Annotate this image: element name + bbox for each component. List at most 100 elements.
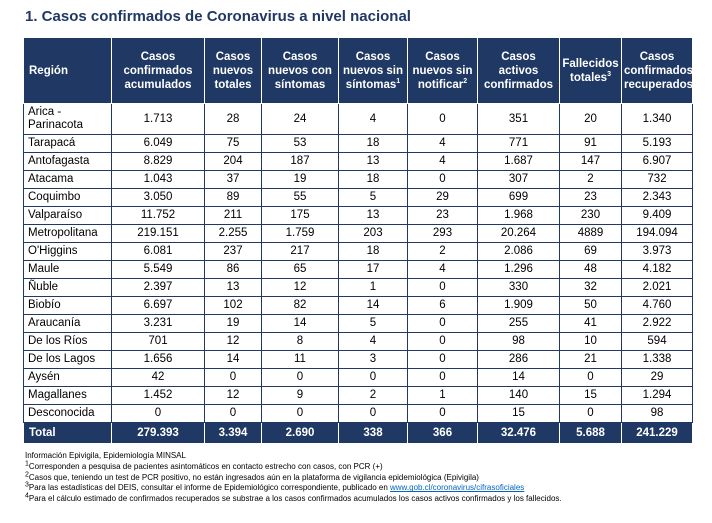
region-name: Arica - Parinacota <box>23 103 112 135</box>
header-label: Casos confirmados acumulados <box>123 50 193 91</box>
table-row: Desconocida 0 0 0 0 0 15 0 98 <box>23 404 693 423</box>
table-cell: 3.973 <box>621 242 693 261</box>
table-cell: 1.759 <box>261 224 339 243</box>
table-cell: 13 <box>338 152 408 171</box>
table-cell: 4 <box>407 260 478 279</box>
footnote-marker: 4 <box>25 492 29 500</box>
header-label: Casos nuevos sin síntomas <box>342 50 404 91</box>
table-cell: 2.255 <box>204 224 262 243</box>
table-cell: 0 <box>261 368 339 387</box>
table-cell: 0 <box>261 404 339 423</box>
footnote-marker: 2 <box>463 77 468 85</box>
table-row: De los Ríos 701 12 8 4 0 98 10 594 <box>23 332 693 351</box>
table-cell: 0 <box>111 404 205 423</box>
region-name: Coquimbo <box>23 188 112 207</box>
table-row: Metropolitana 219.151 2.255 1.759 203 293 20.2… <box>23 224 693 243</box>
table-cell: 0 <box>559 368 622 387</box>
header-region: Región <box>23 37 112 104</box>
table-cell: 140 <box>477 386 560 405</box>
region-name: Desconocida <box>23 404 112 423</box>
table-cell: 194.094 <box>621 224 693 243</box>
table-cell: 18 <box>338 242 408 261</box>
table-cell: 14 <box>477 368 560 387</box>
table-cell: 18 <box>338 170 408 189</box>
table-cell: 217 <box>261 242 339 261</box>
source-note: Información Epivigila, Epidemiología MIN… <box>25 451 186 460</box>
table-cell: 11 <box>261 350 339 369</box>
table-cell: 6 <box>407 296 478 315</box>
region-name: Metropolitana <box>23 224 112 243</box>
table-cell: 175 <box>261 206 339 225</box>
header-label: Casos nuevos sin notificar <box>412 50 473 91</box>
table-cell: 86 <box>204 260 262 279</box>
table-cell: 1.043 <box>111 170 205 189</box>
table-cell: 255 <box>477 314 560 333</box>
table-cell: 2.021 <box>621 278 693 297</box>
table-cell: 0 <box>407 332 478 351</box>
table-cell: 2 <box>559 170 622 189</box>
table-cell: 55 <box>261 188 339 207</box>
header-column: Casos nuevos sin síntomas1 <box>338 37 408 104</box>
cifras-oficiales-link[interactable]: www.gob.cl/coronavirus/cifrasoficiales <box>390 483 525 493</box>
table-cell: 5.549 <box>111 260 205 279</box>
header-label: Casos activos confirmados <box>483 50 553 91</box>
table-cell: 8.829 <box>111 152 205 171</box>
table-cell: 5 <box>338 314 408 333</box>
table-cell: 187 <box>261 152 339 171</box>
table-cell: 19 <box>261 170 339 189</box>
table-header-row: Región Casos confirmados acumulados Casos … <box>23 37 697 104</box>
table-cell: 237 <box>204 242 262 261</box>
table-cell: 0 <box>407 350 478 369</box>
table-cell: 2.086 <box>477 242 560 261</box>
table-cell: 14 <box>261 314 339 333</box>
table-cell: 1.909 <box>477 296 560 315</box>
table-cell: 330 <box>477 278 560 297</box>
table-cell: 4889 <box>559 224 622 243</box>
table-cell: 1.294 <box>621 386 693 405</box>
table-cell: 351 <box>477 103 560 135</box>
total-cell: 241.229 <box>621 422 693 444</box>
table-cell: 4.182 <box>621 260 693 279</box>
table-cell: 1.687 <box>477 152 560 171</box>
table-cell: 732 <box>621 170 693 189</box>
table-cell: 4.760 <box>621 296 693 315</box>
footnote-marker: 1 <box>396 77 401 85</box>
table-cell: 50 <box>559 296 622 315</box>
table-cell: 4 <box>338 332 408 351</box>
table-cell: 5 <box>338 188 408 207</box>
header-label: Fallecidos totales <box>562 57 619 84</box>
header-label: Región <box>29 64 68 77</box>
region-name: Tarapacá <box>23 134 112 153</box>
table-cell: 1.340 <box>621 103 693 135</box>
table-row: Arica - Parinacota 1.713 28 24 4 0 351 20 1.340 <box>23 103 693 135</box>
table-cell: 594 <box>621 332 693 351</box>
table-cell: 1 <box>407 386 478 405</box>
table-row: Magallanes 1.452 12 9 2 1 140 15 1.294 <box>23 386 693 405</box>
table-row: Atacama 1.043 37 19 18 0 307 2 732 <box>23 170 693 189</box>
table-cell: 1.656 <box>111 350 205 369</box>
table-cell: 0 <box>407 404 478 423</box>
footnote-marker: 3 <box>25 481 29 489</box>
table-cell: 11.752 <box>111 206 205 225</box>
footnote-4: 4Para el cálculo estimado de confirmados… <box>25 492 562 505</box>
table-cell: 15 <box>559 386 622 405</box>
table-cell: 21 <box>559 350 622 369</box>
header-column: Casos nuevos con síntomas <box>261 37 339 104</box>
table-row: Araucanía 3.231 19 14 5 0 255 41 2.922 <box>23 314 693 333</box>
table-cell: 23 <box>407 206 478 225</box>
table-cell: 20.264 <box>477 224 560 243</box>
table-cell: 19 <box>204 314 262 333</box>
table-cell: 219.151 <box>111 224 205 243</box>
table-cell: 98 <box>621 404 693 423</box>
table-cell: 1.713 <box>111 103 205 135</box>
table-row: Valparaíso 11.752 211 175 13 23 1.968 230 9.409 <box>23 206 693 225</box>
table-cell: 75 <box>204 134 262 153</box>
table-row: De los Lagos 1.656 14 11 3 0 286 21 1.338 <box>23 350 693 369</box>
table-cell: 12 <box>204 332 262 351</box>
total-cell: 366 <box>407 422 478 444</box>
page-title: 1. Casos confirmados de Coronavirus a ni… <box>25 8 411 25</box>
table-cell: 1.296 <box>477 260 560 279</box>
header-column: Casos nuevos totales <box>204 37 262 104</box>
table-cell: 0 <box>559 404 622 423</box>
table-cell: 1.452 <box>111 386 205 405</box>
